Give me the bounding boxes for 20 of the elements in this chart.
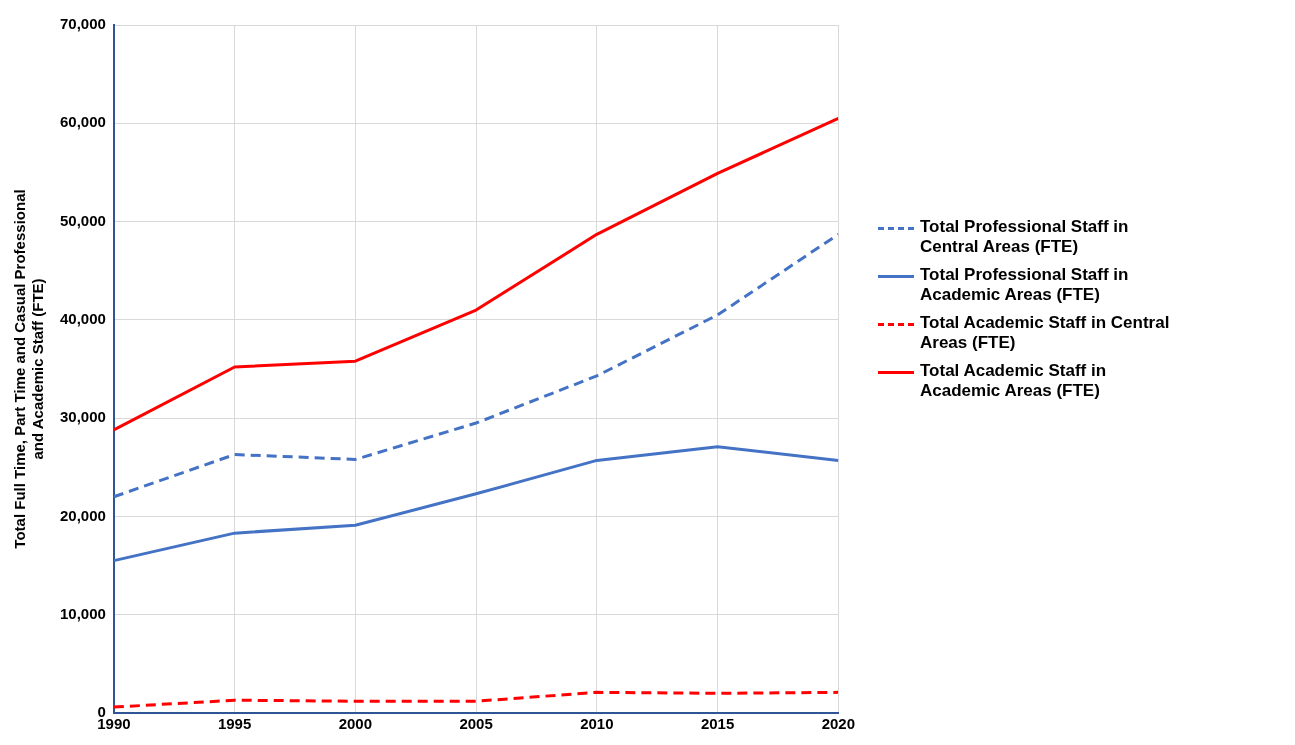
y-tick-label: 70,000 (59, 15, 106, 33)
legend-label: Total Academic Staff in Academic Areas (FTE) (920, 360, 1108, 401)
x-tick-label: 2010 (580, 715, 614, 733)
legend-label: Total Professional Staff in Academic Areas (FTE) (920, 264, 1130, 305)
legend-label: Total Professional Staff in Central Areas (FTE) (920, 216, 1130, 257)
y-tick-label: 30,000 (59, 408, 106, 426)
line-series (113, 232, 839, 499)
y-tick-label: 20,000 (59, 506, 106, 524)
y-tick-label: 40,000 (59, 310, 106, 327)
y-tick-label: 50,000 (59, 211, 106, 229)
x-tick-label: 2005 (459, 715, 493, 733)
legend-label: Total Academic Staff in Central Areas (FTE) (920, 312, 1171, 353)
x-tick-label: 2015 (700, 715, 735, 733)
y-axis-title: Total Full Time, Part Time and Casual Professional and Academic Staff (FTE) (11, 189, 47, 549)
line-series (113, 690, 839, 709)
x-tick-label: 2000 (338, 715, 373, 733)
y-tick-label: 10,000 (59, 604, 106, 622)
x-tick-label: 2020 (821, 715, 855, 733)
y-tick-label: 60,000 (59, 113, 106, 131)
x-tick-label: 1995 (217, 715, 252, 733)
